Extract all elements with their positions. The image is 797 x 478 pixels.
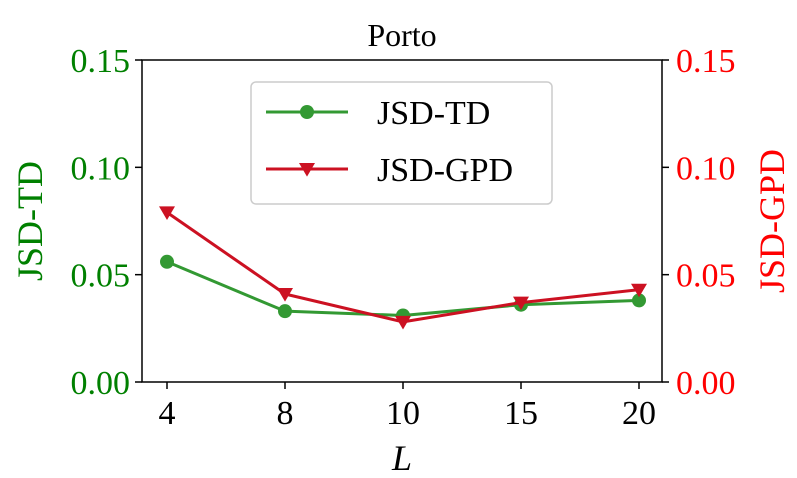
data-point-jsd-td: [160, 254, 174, 269]
x-tick-label: 10: [386, 395, 420, 432]
right-y-tick-label: 0.05: [676, 258, 736, 295]
data-point-jsd-td: [632, 293, 646, 308]
right-y-tick-label: 0.15: [676, 43, 736, 80]
x-tick-label: 15: [504, 395, 538, 432]
x-tick-label: 8: [277, 395, 294, 432]
chart-title: Porto: [367, 17, 436, 53]
data-point-jsd-gpd: [159, 206, 175, 221]
legend: JSD-TD JSD-GPD: [250, 81, 553, 205]
left-y-tick-label: 0.10: [71, 150, 131, 187]
x-axis-label: L: [391, 438, 412, 478]
right-y-tick-label: 0.10: [676, 150, 736, 187]
legend-marker-jsd-gpd: [299, 163, 315, 177]
legend-marker-jsd-td: [300, 105, 314, 119]
data-point-jsd-gpd: [277, 287, 293, 302]
left-y-tick-label: 0.00: [71, 365, 131, 402]
right-y-axis-label: JSD-GPD: [752, 149, 792, 293]
series-layer: [159, 206, 647, 330]
legend-label-jsd-td: JSD-TD: [377, 95, 490, 132]
data-point-jsd-td: [278, 304, 292, 319]
series-line-jsd-gpd: [166, 211, 640, 324]
x-axis: 4 8 10 15 20: [159, 382, 656, 432]
data-point-jsd-gpd: [395, 315, 411, 330]
x-tick-label: 20: [622, 395, 656, 432]
left-y-tick-label: 0.15: [71, 43, 131, 80]
series-line-jsd-td: [166, 260, 640, 317]
left-y-axis: 0.00 0.05 0.10 0.15: [71, 43, 142, 402]
plot-area-frame: [141, 59, 663, 383]
legend-label-jsd-gpd: JSD-GPD: [377, 152, 513, 189]
left-y-tick-label: 0.05: [71, 258, 131, 295]
right-y-axis: 0.00 0.05 0.10 0.15: [662, 43, 736, 402]
data-point-jsd-gpd: [631, 283, 647, 298]
right-y-tick-label: 0.00: [676, 365, 736, 402]
data-point-jsd-gpd: [513, 296, 529, 311]
x-tick-label: 4: [159, 395, 176, 432]
left-y-axis-label: JSD-TD: [10, 161, 50, 281]
